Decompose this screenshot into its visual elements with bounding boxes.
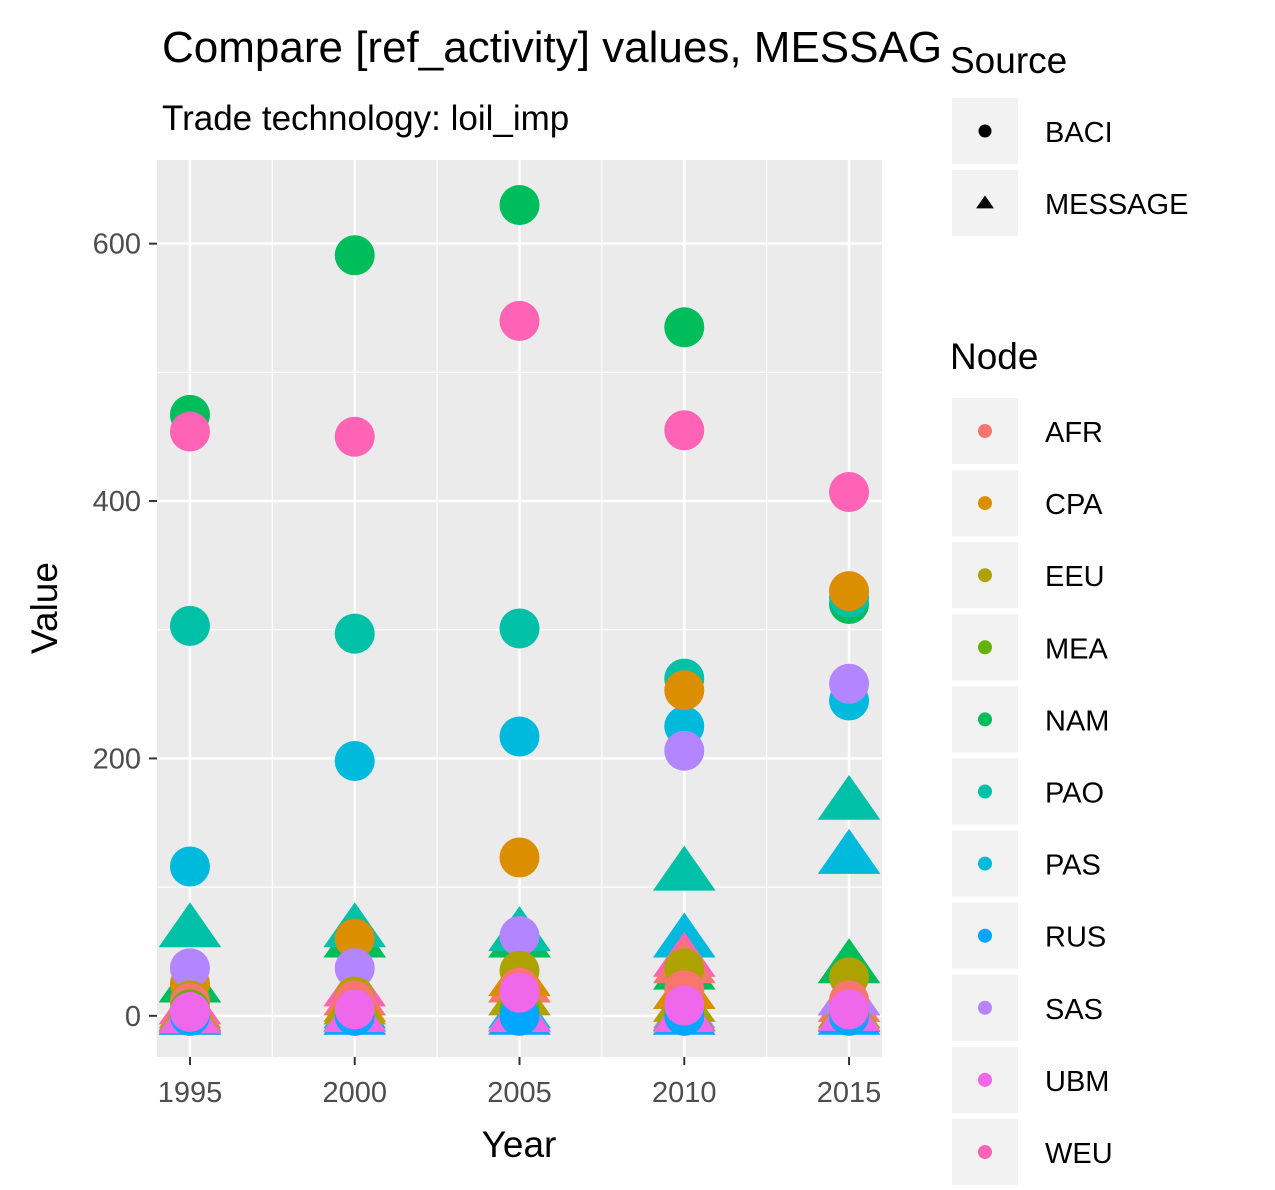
legend-node: Node AFR CPA EEU MEA NAM PAO PAS RUS SAS UBM WEU (950, 336, 1113, 1185)
point-cpa-baci-2005 (499, 837, 540, 878)
legend-label-ubm: UBM (1045, 1066, 1109, 1098)
point-sas-baci-2005 (499, 916, 540, 957)
point-cpa-baci-2010 (664, 670, 705, 711)
point-pao-baci-2000 (334, 613, 375, 654)
point-pao-baci-1995 (169, 605, 210, 646)
x-tick-label: 2000 (322, 1077, 387, 1109)
legend-symbol-pas (978, 856, 992, 871)
point-ubm-baci-1995 (169, 991, 210, 1032)
legend-symbol-mea (978, 640, 992, 655)
legend-symbol-afr (978, 424, 992, 438)
legend-label-sas: SAS (1045, 994, 1103, 1026)
y-tick-label: 0 (125, 1001, 141, 1033)
legend-label-weu: WEU (1045, 1138, 1113, 1170)
point-sas-baci-2010 (664, 730, 705, 771)
legend-label-nam: NAM (1045, 705, 1109, 737)
point-pas-baci-1995 (169, 846, 210, 887)
legend-symbol-ubm (978, 1072, 992, 1087)
point-weu-baci-2000 (334, 416, 375, 457)
point-pao-message-2015 (817, 774, 881, 820)
legend-symbol-nam (978, 712, 992, 727)
point-weu-baci-1995 (169, 411, 210, 452)
point-pao-baci-2005 (499, 608, 540, 649)
point-ubm-baci-2010 (664, 985, 705, 1026)
point-ubm-baci-2005 (499, 972, 540, 1013)
legend-label-mea: MEA (1045, 633, 1109, 665)
point-cpa-baci-2015 (829, 571, 870, 612)
point-pas-message-2015 (817, 828, 881, 874)
point-pao-message-2010 (652, 845, 716, 891)
y-tick-label: 200 (93, 743, 141, 775)
point-weu-baci-2010 (664, 410, 705, 451)
legend-node-title: Node (950, 336, 1038, 377)
y-axis-ticks: 0 200 400 600 (93, 229, 157, 1033)
x-tick-label: 2005 (487, 1077, 552, 1109)
legend-label-baci: BACI (1045, 117, 1113, 149)
legend-symbol-rus (978, 928, 992, 943)
legend-label-message: MESSAGE (1045, 189, 1188, 221)
legend-label-pao: PAO (1045, 778, 1104, 810)
legend-source: Source BACI MESSAGE (940, 30, 1275, 250)
point-sas-baci-1995 (169, 948, 210, 989)
point-ubm-baci-2015 (829, 989, 870, 1030)
x-axis-title: Year (482, 1124, 557, 1165)
point-pas-baci-2000 (334, 741, 375, 782)
point-pao-message-1995 (158, 902, 222, 948)
legend-symbol-pao (978, 784, 992, 799)
point-sas-baci-2015 (829, 663, 870, 704)
point-nam-baci-2000 (334, 235, 375, 276)
point-nam-baci-2010 (664, 307, 705, 348)
legend-symbol-cpa (978, 496, 992, 511)
legend-symbol-baci (978, 124, 992, 138)
point-nam-baci-2005 (499, 185, 540, 226)
y-tick-label: 600 (93, 229, 141, 261)
legend-symbol-message (976, 195, 994, 209)
legend-symbol-weu (978, 1145, 992, 1159)
x-tick-label: 2010 (652, 1077, 717, 1109)
point-cpa-baci-2000 (334, 918, 375, 959)
point-weu-baci-2005 (499, 300, 540, 341)
x-tick-label: 2015 (817, 1077, 882, 1109)
legend-label-cpa: CPA (1045, 489, 1103, 521)
legend-source-title: Source (950, 40, 1067, 81)
point-pas-baci-2005 (499, 716, 540, 757)
legend-label-afr: AFR (1045, 417, 1103, 449)
x-tick-label: 1995 (158, 1077, 223, 1109)
point-ubm-baci-2000 (334, 989, 375, 1030)
legend-label-rus: RUS (1045, 922, 1106, 954)
point-weu-baci-2015 (829, 472, 870, 513)
x-axis-ticks: 1995 2000 2005 2010 2015 (158, 1057, 882, 1109)
data-points (158, 185, 881, 1036)
legend-symbol-sas (978, 1000, 992, 1015)
legend-label-eeu: EEU (1045, 561, 1105, 593)
chart-subtitle: Trade technology: loil_imp (162, 99, 569, 138)
legend-label-pas: PAS (1045, 850, 1101, 882)
legend-symbol-eeu (978, 568, 992, 583)
point-sas-baci-2000 (334, 948, 375, 989)
y-tick-label: 400 (93, 486, 141, 518)
y-axis-title: Value (24, 562, 65, 654)
